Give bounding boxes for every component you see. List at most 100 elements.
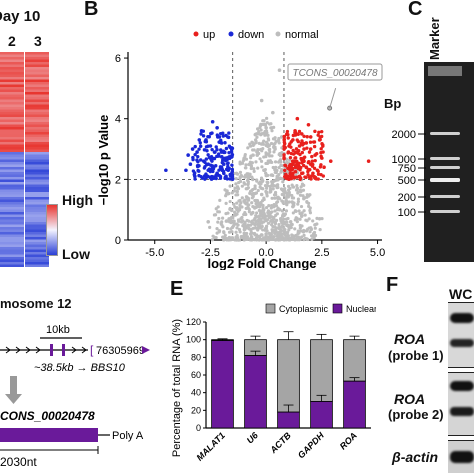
volcano-point-normal [261, 147, 265, 151]
heatmap-cell [25, 142, 49, 145]
heatmap-cell [0, 52, 24, 55]
volcano-point-normal [244, 233, 248, 237]
volcano-point-down [228, 145, 232, 150]
heatmap-cell [0, 154, 24, 158]
volcano-point-normal [278, 158, 283, 162]
volcano-point-down [199, 132, 203, 136]
volcano-point-normal [285, 203, 289, 207]
heatmap-cell [25, 117, 49, 120]
heatmap-cell [0, 74, 24, 78]
volcano-point-normal [274, 213, 278, 217]
volcano-point-normal [232, 189, 236, 193]
heatmap-cell [0, 194, 24, 198]
volcano-point-normal [235, 212, 239, 216]
volcano-point-normal [258, 220, 263, 224]
blot-band-3a [450, 451, 474, 463]
heatmap-cell [0, 189, 24, 193]
scale-label: 10kb [46, 324, 70, 336]
volcano-point-up [315, 152, 319, 156]
blot-row-2-gene: ROA [394, 391, 426, 407]
volcano-point-normal [305, 219, 309, 223]
volcano-point-normal [246, 226, 251, 230]
heatmap-cell [0, 214, 24, 218]
legend-nuclear-label: Nuclear [346, 304, 376, 314]
volcano-point-normal [267, 152, 271, 156]
volcano-point-normal [242, 212, 246, 217]
gel-band [430, 210, 460, 213]
heatmap-cell [0, 84, 24, 88]
volcano-point-normal [236, 238, 240, 242]
volcano-point-normal [280, 214, 285, 218]
heatmap-cell [25, 172, 49, 175]
heatmap-cell [0, 79, 24, 83]
volcano-point-normal [308, 193, 312, 197]
volcano-point-normal [299, 185, 303, 189]
volcano-point-normal [248, 144, 253, 148]
volcano-point-up [282, 145, 287, 150]
volcano-point-up [295, 159, 299, 163]
volcano-point-up [302, 147, 306, 151]
volcano-point-normal [250, 161, 254, 165]
volcano-point-down [184, 168, 188, 173]
exon-marker-1 [50, 344, 53, 356]
heatmap-cell [25, 192, 49, 195]
heatmap-cell [0, 109, 24, 113]
volcano-point-normal [280, 209, 284, 213]
volcano-point-normal [224, 201, 228, 205]
volcano-point-normal [317, 216, 322, 221]
bar-y-tick-label: 40 [191, 388, 201, 398]
heatmap-cell [25, 94, 49, 98]
heatmap-cell [0, 142, 24, 145]
volcano-point-normal [234, 205, 238, 210]
volcano-point-down [214, 176, 218, 181]
volcano-point-up [293, 164, 298, 168]
volcano-point-normal [282, 222, 287, 226]
volcano-point-up [317, 130, 321, 134]
volcano-point-normal [257, 208, 261, 213]
heatmap-cell [0, 182, 24, 185]
volcano-point-up [295, 175, 299, 179]
bar-cytoplasmic [343, 339, 366, 382]
polya-label: Poly A [112, 430, 144, 442]
volcano-point-normal [253, 233, 257, 237]
heatmap-cell [25, 232, 49, 235]
heatmap-cell [0, 67, 24, 70]
heatmap-cell [25, 147, 49, 150]
volcano-point-normal [271, 220, 275, 224]
volcano-point-normal [276, 195, 280, 199]
volcano-point-normal [271, 183, 275, 187]
volcano-point-normal [223, 188, 227, 192]
volcano-point-normal [286, 230, 290, 235]
volcano-point-up [319, 163, 323, 167]
heatmap-cell [25, 144, 49, 148]
volcano-point-up [299, 132, 304, 136]
volcano-point-normal [228, 199, 232, 204]
length-label: 2030nt [0, 455, 37, 469]
volcano-point-normal [262, 196, 266, 200]
heatmap-cell [0, 169, 24, 173]
gel-bp-label: Bp [384, 96, 402, 111]
volcano-x-tick-label: -5.0 [145, 247, 164, 259]
down-arrow-shaft [10, 376, 17, 394]
volcano-point-down [219, 148, 223, 152]
gel-well [428, 66, 462, 76]
volcano-point-normal [270, 160, 274, 164]
heatmap-cell [0, 59, 24, 63]
volcano-point-normal [210, 238, 215, 242]
heatmap-cell [0, 264, 24, 267]
volcano-point-down [199, 158, 203, 162]
volcano-point-down [193, 177, 197, 181]
volcano-point-up [296, 166, 300, 171]
heatmap-cell [25, 159, 49, 163]
volcano-point-down [201, 129, 206, 133]
volcano-point-normal [265, 205, 269, 210]
heatmap-cell [25, 234, 49, 238]
volcano-point-normal [234, 177, 238, 181]
volcano-point-normal [267, 138, 271, 142]
volcano-point-normal [286, 233, 290, 238]
volcano-point-normal [301, 194, 305, 198]
volcano-point-up [307, 175, 312, 180]
volcano-point-normal [277, 166, 281, 170]
volcano-point-normal [225, 226, 230, 231]
